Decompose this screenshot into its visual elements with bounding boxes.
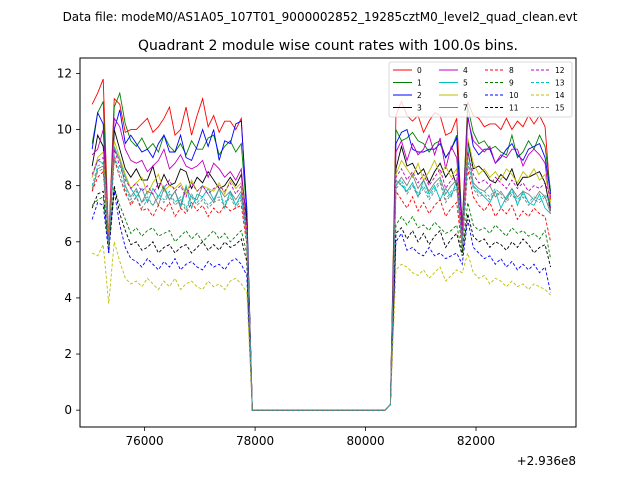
series-line-8 — [91, 157, 552, 411]
legend-label-1: 1 — [417, 79, 422, 88]
axes-frame — [79, 57, 577, 428]
y-tick-label: 2 — [64, 347, 72, 361]
chart-title: Quadrant 2 module wise count rates with … — [138, 38, 518, 54]
legend-label-11: 11 — [509, 104, 519, 113]
series-line-15 — [91, 160, 552, 411]
legend-label-3: 3 — [417, 104, 422, 113]
x-tick-label: 78000 — [236, 434, 274, 448]
y-tick-label: 10 — [57, 123, 72, 137]
legend-label-15: 15 — [555, 104, 565, 113]
x-tick-label: 82000 — [457, 434, 495, 448]
legend-label-4: 4 — [463, 66, 468, 75]
legend-label-10: 10 — [509, 91, 519, 100]
y-tick-label: 8 — [64, 179, 72, 193]
legend-box — [388, 61, 573, 118]
y-tick-label: 0 — [64, 403, 72, 417]
legend-label-12: 12 — [555, 66, 565, 75]
series-line-10 — [91, 191, 552, 411]
legend-label-6: 6 — [463, 91, 468, 100]
legend-label-2: 2 — [417, 91, 422, 100]
legend-label-13: 13 — [555, 79, 565, 88]
figure-suptitle: Data file: modeM0/AS1A05_107T01_90000028… — [63, 10, 578, 24]
y-tick-label: 4 — [64, 291, 72, 305]
x-axis: 76000 78000 80000 82000 — [126, 427, 495, 448]
legend-label-14: 14 — [555, 91, 565, 100]
x-tick-label: 76000 — [126, 434, 164, 448]
series-layer — [91, 78, 552, 411]
x-axis-offset-label: +2.936e8 — [517, 454, 576, 468]
y-tick-label: 12 — [57, 66, 72, 80]
legend-label-0: 0 — [417, 66, 422, 75]
legend-label-7: 7 — [463, 104, 468, 113]
legend-label-5: 5 — [463, 79, 468, 88]
y-axis: 0 2 4 6 8 10 12 — [57, 66, 80, 417]
legend-label-9: 9 — [509, 79, 514, 88]
x-tick-label: 80000 — [346, 434, 384, 448]
y-tick-label: 6 — [64, 235, 72, 249]
legend-label-8: 8 — [509, 66, 514, 75]
